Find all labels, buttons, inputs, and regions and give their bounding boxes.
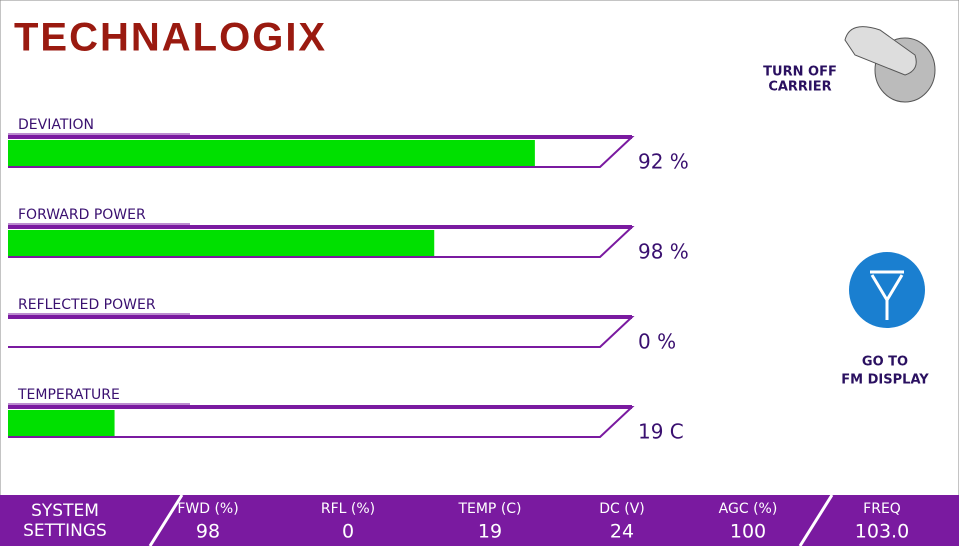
- meter-fill: [8, 230, 435, 256]
- fm-display-button[interactable]: GO TO FM DISPLAY: [841, 252, 929, 388]
- status-value: 24: [610, 521, 634, 543]
- button-label: GO TO: [862, 355, 908, 370]
- meter-reading: 0 %: [638, 330, 676, 354]
- meter-label: TEMPERATURE: [17, 387, 120, 403]
- status-label: AGC (%): [719, 501, 778, 517]
- logo: TECHNALOGIX: [14, 16, 327, 60]
- button-label: TURN OFF: [763, 65, 837, 80]
- status-readouts: FWD (%) 98 RFL (%) 0 TEMP (C) 19 DC (V) 24 AGC (…: [177, 501, 909, 543]
- meter-reading: 19 C: [638, 420, 684, 444]
- carrier-toggle[interactable]: TURN OFF CARRIER: [763, 26, 936, 103]
- status-label: RFL (%): [321, 501, 375, 517]
- status-value: 103.0: [855, 521, 909, 543]
- status-value: 0: [342, 521, 354, 543]
- status-label: FWD (%): [177, 501, 238, 517]
- button-label: CARRIER: [768, 80, 831, 95]
- status-value: 19: [478, 521, 502, 543]
- meter-fill: [8, 140, 535, 166]
- settings-label: SYSTEM: [31, 501, 99, 521]
- button-label: FM DISPLAY: [841, 373, 929, 388]
- toggle-lever: [844, 26, 917, 76]
- meter-reading: 98 %: [638, 240, 689, 264]
- status-label: DC (V): [599, 501, 645, 517]
- antenna-glyph: [870, 270, 904, 320]
- footer-divider: [148, 494, 834, 546]
- antenna-icon: [849, 252, 925, 328]
- meter-label: FORWARD POWER: [18, 207, 146, 223]
- status-value: 100: [730, 521, 766, 543]
- settings-label: SETTINGS: [23, 521, 107, 541]
- status-value: 98: [196, 521, 220, 543]
- meter-track: [8, 316, 635, 348]
- meters: DEVIATION 92 % FORWARD POWER 98 % REFLECTED …: [8, 117, 689, 444]
- status-label: FREQ: [863, 501, 901, 517]
- system-settings-button[interactable]: SYSTEM SETTINGS: [23, 501, 107, 541]
- meter-reading: 92 %: [638, 150, 689, 174]
- meter-label: DEVIATION: [18, 117, 94, 133]
- footer-bar: [0, 495, 959, 546]
- status-label: TEMP (C): [457, 501, 521, 517]
- meter-label: REFLECTED POWER: [18, 297, 156, 313]
- meter-fill: [8, 410, 115, 436]
